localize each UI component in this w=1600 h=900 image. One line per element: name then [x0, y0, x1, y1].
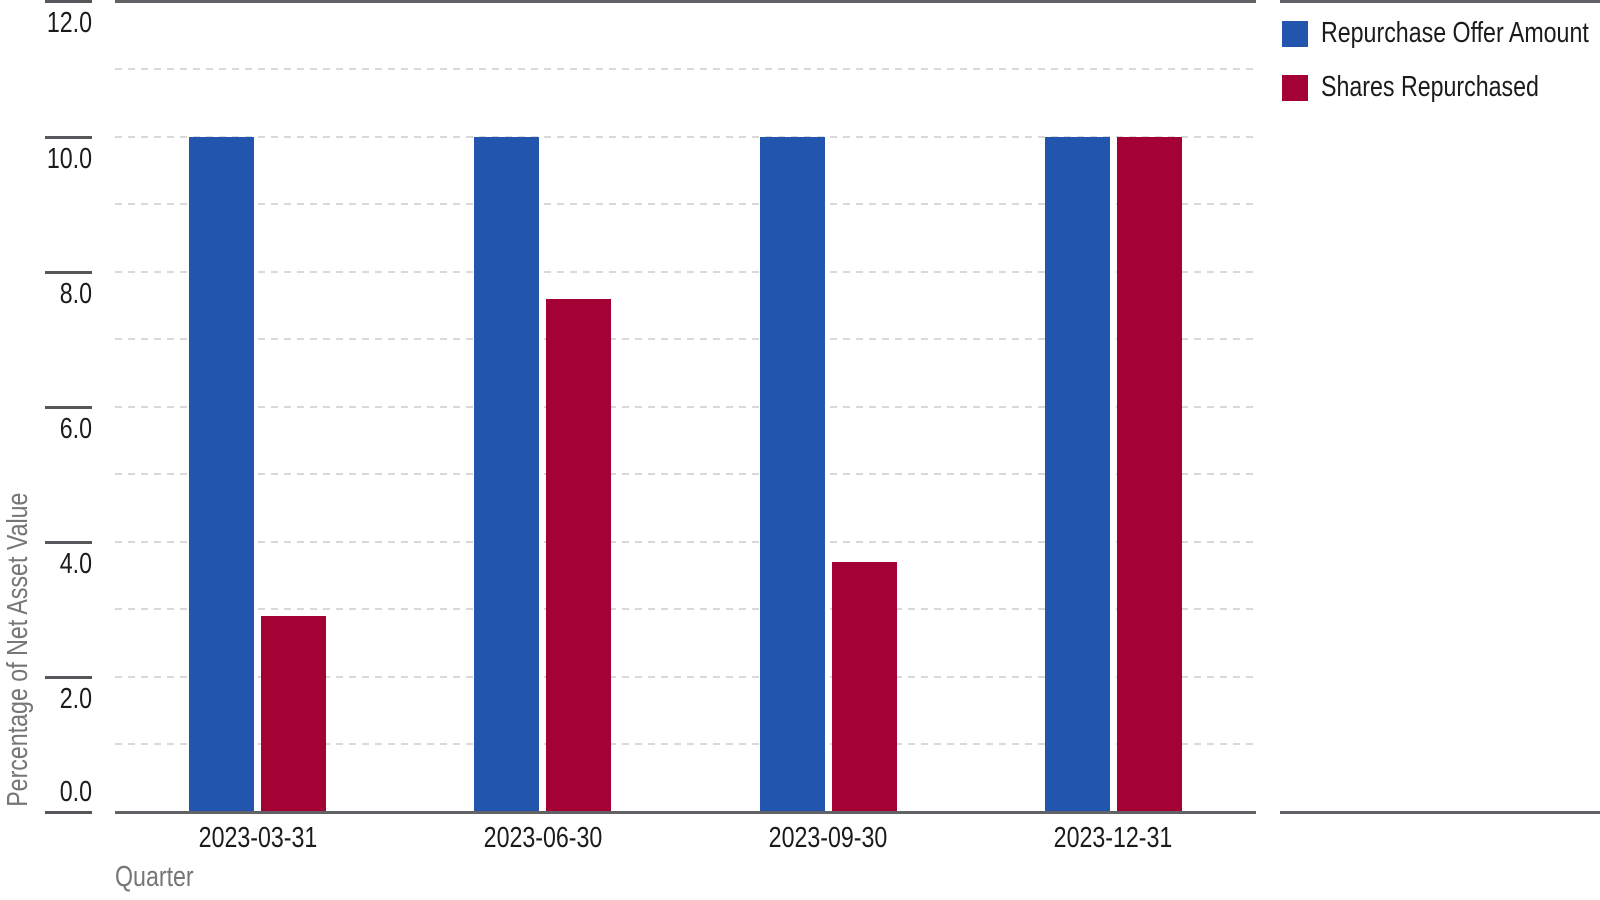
- y-tick: [45, 540, 92, 544]
- gridline: [115, 405, 1256, 408]
- gridline: [115, 338, 1256, 341]
- y-tick: [45, 811, 92, 814]
- y-tick-label: 8.0: [59, 277, 92, 310]
- gridline: [115, 203, 1256, 206]
- bar-shares-repurchased: [261, 616, 327, 812]
- y-tick-label: 12.0: [46, 7, 92, 40]
- bar-repurchase-offer-amount: [1044, 136, 1110, 812]
- y-tick: [45, 135, 92, 139]
- y-tick-label: 6.0: [59, 412, 92, 445]
- gridline: [115, 675, 1256, 678]
- bar-shares-repurchased: [1116, 136, 1182, 812]
- legend: Repurchase Offer Amount Shares Repurchase…: [1282, 17, 1600, 125]
- bar-repurchase-offer-amount: [189, 136, 255, 812]
- y-axis-title: Percentage of Net Asset Value: [2, 492, 34, 808]
- x-axis-line: [115, 811, 1256, 814]
- gridline: [115, 608, 1256, 611]
- y-tick: [45, 270, 92, 274]
- bar-repurchase-offer-amount: [759, 136, 825, 812]
- plot-top-border: [115, 0, 1256, 3]
- gridline: [115, 135, 1256, 138]
- legend-item: Repurchase Offer Amount: [1282, 17, 1600, 50]
- gridline: [115, 67, 1256, 70]
- x-category-label: 2023-09-30: [768, 822, 888, 854]
- y-tick: [45, 405, 92, 409]
- x-category-label: 2023-06-30: [483, 822, 603, 854]
- gridline: [115, 473, 1256, 476]
- bar-shares-repurchased: [831, 562, 897, 812]
- legend-label: Repurchase Offer Amount: [1321, 17, 1589, 49]
- x-category-label: 2023-12-31: [1054, 822, 1173, 854]
- bar-shares-repurchased: [546, 298, 612, 812]
- y-tick-label: 4.0: [59, 547, 92, 580]
- y-tick: [45, 0, 92, 4]
- y-tick-label: 2.0: [59, 682, 92, 715]
- legend-swatch: [1282, 20, 1308, 47]
- gridline: [115, 270, 1256, 273]
- legend-swatch: [1282, 74, 1308, 101]
- legend-item: Shares Repurchased: [1282, 71, 1600, 104]
- legend-bottom-border: [1280, 811, 1600, 814]
- y-tick-label: 0.0: [59, 776, 92, 808]
- x-category-label: 2023-03-31: [198, 822, 317, 854]
- x-axis-title: Quarter: [115, 861, 194, 893]
- y-tick-label: 10.0: [46, 142, 92, 175]
- gridline: [115, 743, 1256, 746]
- legend-label: Shares Repurchased: [1321, 71, 1539, 103]
- legend-top-border: [1280, 0, 1600, 3]
- bar-repurchase-offer-amount: [474, 136, 540, 812]
- y-tick: [45, 675, 92, 679]
- gridline: [115, 540, 1256, 543]
